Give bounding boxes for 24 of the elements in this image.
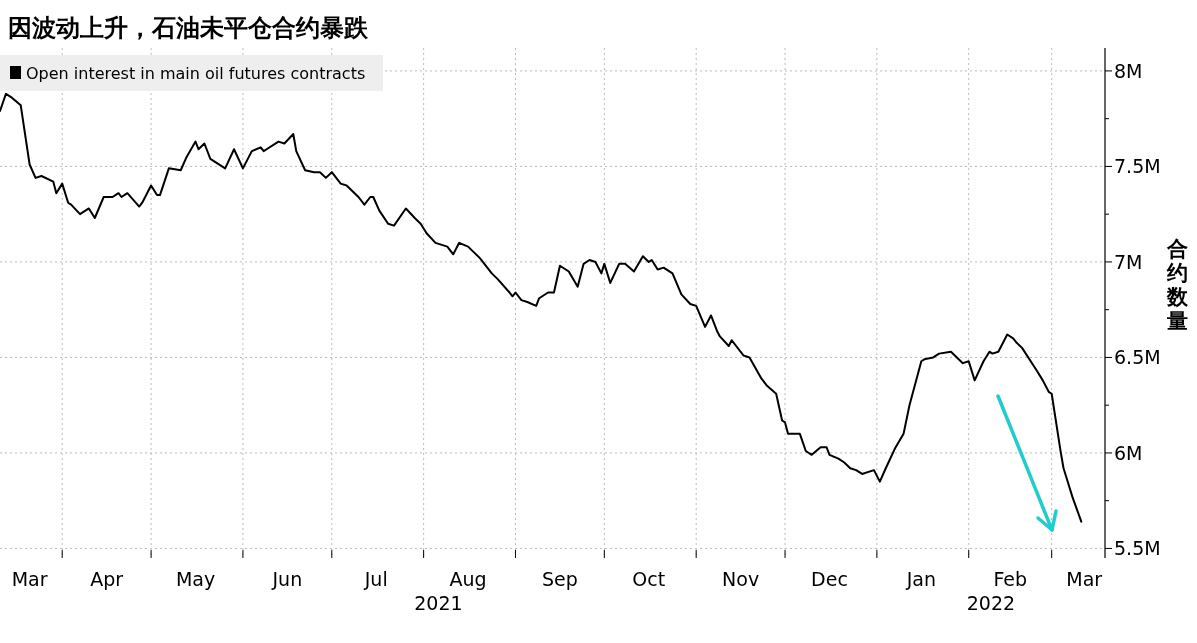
- x-tick-label: Dec: [811, 568, 848, 590]
- legend-label: Open interest in main oil futures contracts: [26, 64, 366, 83]
- x-tick-label: Oct: [632, 568, 666, 590]
- x-tick-label: Feb: [993, 568, 1028, 590]
- chart-title: 因波动上升，石油未平仓合约暴跌: [8, 14, 369, 42]
- x-tick-label: Jan: [905, 568, 936, 590]
- x-tick-label: Jul: [363, 568, 388, 590]
- x-tick-label: Aug: [449, 568, 487, 590]
- y-tick-label: 5.5M: [1114, 537, 1161, 560]
- y-axis-title: 合约数量: [1165, 237, 1189, 333]
- y-tick-label: 8M: [1114, 59, 1143, 82]
- x-tick-label: Mar: [11, 568, 48, 590]
- y-tick-label: 7.5M: [1114, 155, 1161, 178]
- y-tick-label: 6.5M: [1114, 346, 1161, 369]
- y-tick-label: 7M: [1114, 250, 1143, 273]
- y-tick-label: 6M: [1114, 441, 1143, 464]
- x-tick-label: Mar: [1066, 568, 1103, 590]
- x-tick-label: Jun: [271, 568, 303, 590]
- x-tick-label: Nov: [722, 568, 760, 590]
- text: 2021: [414, 592, 463, 614]
- x-tick-label: Sep: [542, 568, 578, 590]
- x-tick-label: Apr: [90, 568, 124, 590]
- x-tick-label: May: [175, 568, 216, 590]
- text: 2022: [966, 592, 1016, 614]
